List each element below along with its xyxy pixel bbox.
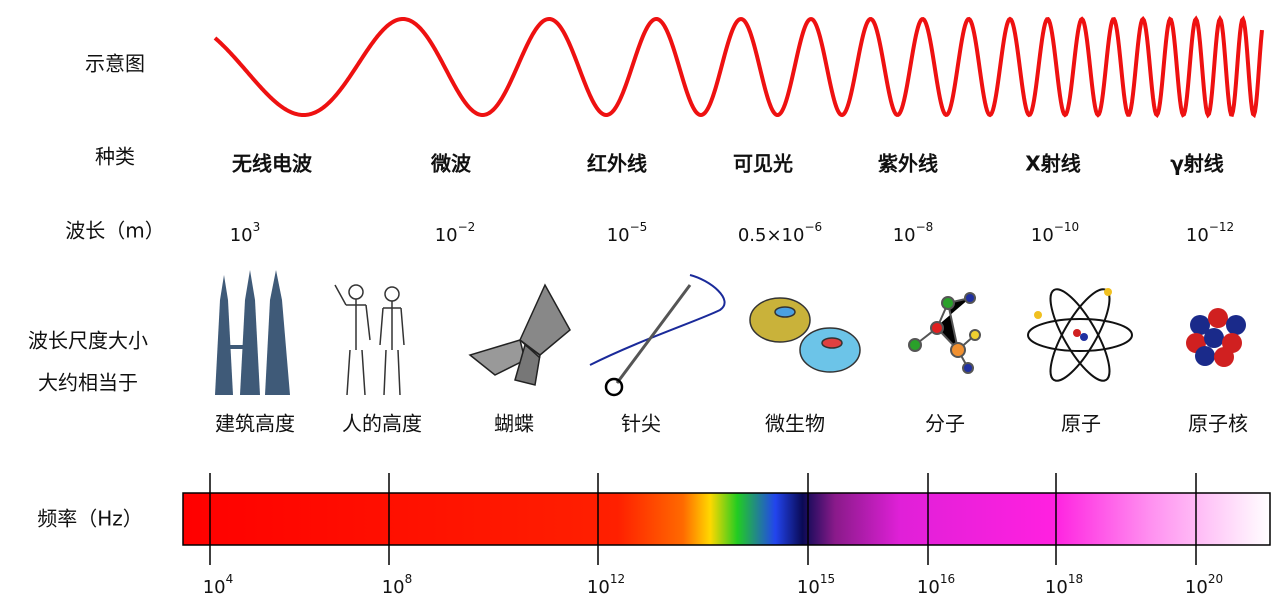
- base: 10: [435, 225, 458, 246]
- wave: [213, 15, 1264, 119]
- type-label: γ射线: [1170, 152, 1224, 176]
- wavelength: 10−8: [893, 220, 934, 247]
- types: 无线电波 微波 红外线 可见光 紫外线 X射线 γ射线: [232, 152, 1224, 176]
- row-label: 频率（Hz）: [37, 507, 143, 531]
- row-label: 大约相当于: [38, 371, 138, 395]
- exponent: 3: [253, 220, 261, 234]
- exponent: 20: [1208, 572, 1223, 586]
- comparison-label: 蝴蝶: [494, 412, 534, 436]
- type-label: 可见光: [733, 152, 793, 176]
- exponent: −10: [1054, 220, 1079, 234]
- exponent: 15: [820, 572, 835, 586]
- base: 10: [1185, 577, 1208, 598]
- frequency: 1015: [797, 572, 835, 599]
- microbe-icon: [749, 297, 861, 373]
- comparison-label: 原子核: [1188, 412, 1248, 436]
- comparisons: 建筑高度 人的高度 蝴蝶 针尖 微生物 分子 原子 原子核: [215, 412, 1248, 436]
- wavelength: 103: [230, 220, 261, 247]
- exponent: −6: [804, 220, 822, 234]
- frequency: 104: [203, 572, 234, 599]
- exponent: 18: [1068, 572, 1083, 586]
- wavelength: 10−2: [435, 220, 476, 247]
- exponent: 12: [610, 572, 625, 586]
- type-label: 无线电波: [232, 152, 313, 176]
- comparison-label: 建筑高度: [215, 412, 295, 436]
- row-label: 波长（m）: [65, 219, 164, 243]
- comparison-label: 微生物: [765, 412, 825, 436]
- exponent: −8: [916, 220, 934, 234]
- wavelength: 10−5: [607, 220, 648, 247]
- base: 10: [797, 577, 820, 598]
- wavelengths: 103 10−2 10−5 0.5×10−6 10−8 10−10 10−12: [230, 220, 1234, 247]
- butterfly-icon: [468, 283, 571, 386]
- base: 10: [917, 577, 940, 598]
- base: 10: [1045, 577, 1068, 598]
- base: 10: [382, 577, 405, 598]
- wavelength: 10−12: [1186, 220, 1234, 247]
- frequency: 1020: [1185, 572, 1223, 599]
- wavelength: 10−10: [1031, 220, 1079, 247]
- frequency: 1018: [1045, 572, 1083, 599]
- row-label: 种类: [95, 145, 135, 169]
- base: 10: [607, 225, 630, 246]
- base: 10: [893, 225, 916, 246]
- frequency: 108: [382, 572, 413, 599]
- comparison-label: 针尖: [621, 412, 661, 436]
- building-icon: [215, 270, 290, 395]
- type-label: 红外线: [587, 152, 647, 176]
- people-icon: [334, 284, 405, 396]
- base: 10: [587, 577, 610, 598]
- base: 10: [1186, 225, 1209, 246]
- exponent: −5: [630, 220, 648, 234]
- row-labels: 示意图 种类 波长（m） 波长尺度大小 大约相当于 频率（Hz）: [28, 52, 165, 531]
- comparison-label: 分子: [925, 412, 965, 436]
- comparison-label: 人的高度: [342, 412, 422, 436]
- frequencies: 104 108 1012 1015 1016 1018 1020: [203, 473, 1223, 598]
- row-label: 波长尺度大小: [28, 329, 148, 353]
- exponent: −2: [458, 220, 476, 234]
- frequency: 1012: [587, 572, 625, 599]
- row-label: 示意图: [85, 52, 145, 76]
- frequency: 1016: [917, 572, 955, 599]
- nucleus-icon: [1186, 308, 1246, 367]
- atom-icon: [1027, 288, 1133, 382]
- needle-icon: [589, 274, 726, 397]
- base: 10: [1031, 225, 1054, 246]
- exponent: 16: [940, 572, 955, 586]
- base: 10: [203, 577, 226, 598]
- type-label: 微波: [430, 152, 472, 176]
- type-label: 紫外线: [878, 152, 938, 176]
- base: 10: [230, 225, 253, 246]
- exponent: −12: [1209, 220, 1234, 234]
- comparison-label: 原子: [1061, 412, 1101, 436]
- prefix: 0.5×: [738, 225, 782, 246]
- exponent: 8: [405, 572, 413, 586]
- molecule-icon: [908, 292, 981, 374]
- type-label: X射线: [1025, 152, 1080, 176]
- frequency-bar: [182, 492, 1271, 546]
- exponent: 4: [226, 572, 234, 586]
- wavelength: 0.5×10−6: [738, 220, 822, 247]
- base: 10: [782, 225, 805, 246]
